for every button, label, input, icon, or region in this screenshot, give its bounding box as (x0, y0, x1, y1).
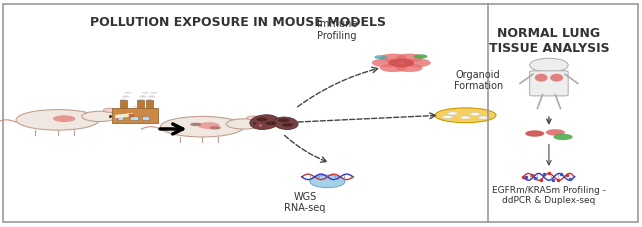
Ellipse shape (141, 92, 149, 95)
Ellipse shape (546, 130, 565, 136)
Ellipse shape (460, 117, 471, 120)
FancyBboxPatch shape (142, 117, 149, 120)
Ellipse shape (278, 119, 290, 123)
FancyBboxPatch shape (3, 5, 638, 222)
Ellipse shape (226, 119, 262, 129)
Ellipse shape (16, 110, 100, 131)
Ellipse shape (130, 109, 137, 111)
Ellipse shape (525, 131, 544, 137)
Text: POLLUTION EXPOSURE IN MOUSE MODELS: POLLUTION EXPOSURE IN MOUSE MODELS (89, 16, 386, 29)
FancyBboxPatch shape (116, 117, 123, 120)
Text: Immune
Profiling: Immune Profiling (317, 19, 357, 41)
Ellipse shape (388, 59, 414, 68)
Ellipse shape (535, 74, 548, 82)
Ellipse shape (148, 96, 155, 98)
Ellipse shape (139, 96, 146, 98)
Ellipse shape (209, 127, 221, 130)
Ellipse shape (478, 117, 489, 120)
FancyBboxPatch shape (137, 101, 144, 109)
FancyBboxPatch shape (120, 101, 126, 109)
Ellipse shape (265, 122, 277, 126)
Text: Organoid
Formation: Organoid Formation (454, 69, 503, 91)
Text: WGS
RNA-seq: WGS RNA-seq (284, 191, 325, 212)
Ellipse shape (256, 118, 268, 122)
Ellipse shape (150, 92, 158, 95)
Ellipse shape (395, 54, 422, 63)
Text: EGFRm/KRASm Profiling -
ddPCR & Duplex-seq: EGFRm/KRASm Profiling - ddPCR & Duplex-s… (492, 185, 606, 204)
Ellipse shape (124, 92, 132, 95)
Ellipse shape (380, 54, 407, 63)
Ellipse shape (404, 59, 431, 68)
Ellipse shape (82, 112, 117, 122)
Ellipse shape (122, 96, 129, 98)
FancyBboxPatch shape (146, 101, 153, 109)
Ellipse shape (550, 74, 563, 82)
FancyBboxPatch shape (530, 72, 568, 96)
Ellipse shape (309, 175, 345, 188)
Ellipse shape (53, 116, 75, 123)
Ellipse shape (137, 100, 144, 102)
Ellipse shape (247, 116, 261, 121)
Text: NORMAL LUNG
TISSUE ANALYSIS: NORMAL LUNG TISSUE ANALYSIS (489, 27, 609, 55)
Ellipse shape (198, 123, 220, 129)
Ellipse shape (132, 106, 140, 108)
FancyBboxPatch shape (130, 117, 137, 120)
Ellipse shape (372, 59, 399, 68)
Ellipse shape (435, 108, 496, 123)
Ellipse shape (160, 117, 244, 137)
Ellipse shape (103, 109, 117, 113)
Ellipse shape (413, 55, 428, 59)
Ellipse shape (553, 134, 573, 141)
FancyBboxPatch shape (112, 109, 158, 123)
Ellipse shape (442, 116, 453, 119)
Ellipse shape (119, 100, 127, 102)
Ellipse shape (250, 115, 279, 130)
Ellipse shape (380, 64, 407, 73)
Ellipse shape (190, 123, 202, 126)
Circle shape (530, 59, 568, 73)
Ellipse shape (273, 118, 298, 130)
Ellipse shape (374, 56, 387, 60)
Ellipse shape (395, 64, 422, 73)
Ellipse shape (282, 123, 293, 127)
Ellipse shape (470, 113, 480, 116)
Ellipse shape (146, 100, 153, 102)
Ellipse shape (447, 113, 458, 115)
